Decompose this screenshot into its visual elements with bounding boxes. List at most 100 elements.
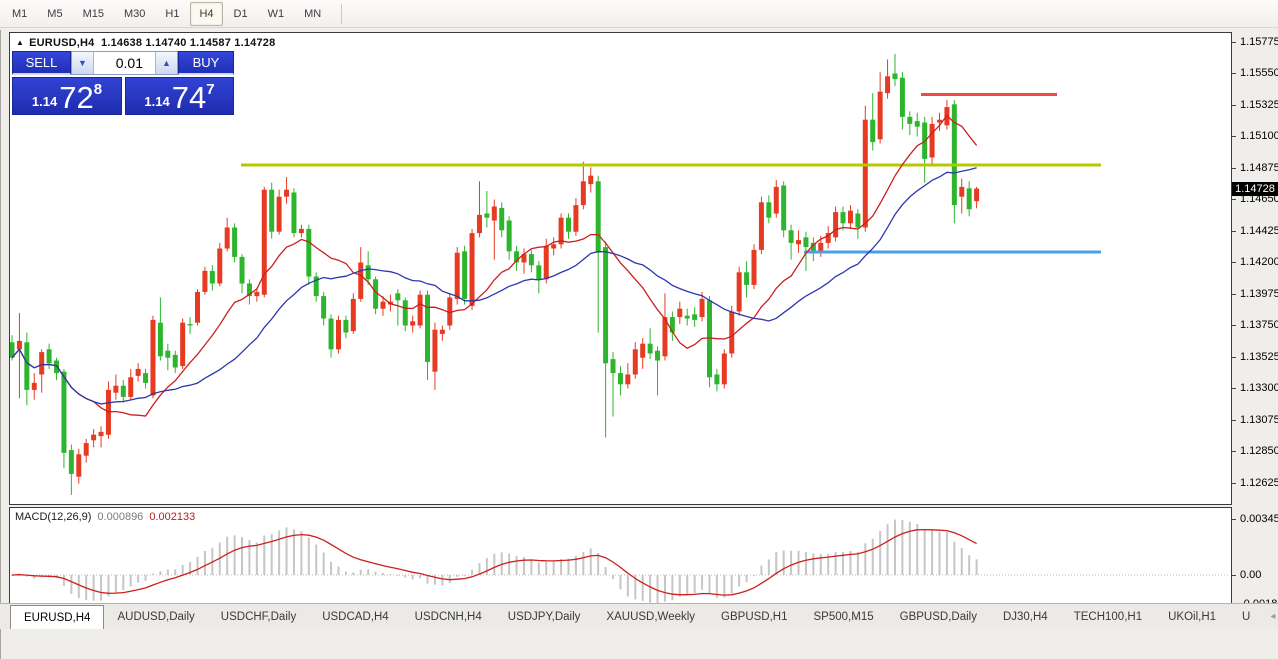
candlestick-series[interactable] xyxy=(10,53,980,495)
chart-ohlc-values: 1.14638 1.14740 1.14587 1.14728 xyxy=(101,37,276,49)
macd-bar xyxy=(478,563,481,575)
sell-price-point: 8 xyxy=(93,81,103,98)
sell-price-display[interactable]: 1.14 72 8 xyxy=(12,77,122,115)
candle-body xyxy=(647,343,653,354)
chart-tab-GBPUSD-H1[interactable]: GBPUSD,H1 xyxy=(721,610,788,623)
chart-tab-DJ30-H4[interactable]: DJ30,H4 xyxy=(1002,610,1048,623)
buy-price-point: 7 xyxy=(206,81,215,98)
macd-bar xyxy=(70,575,73,594)
chart-tab-SP500-M15[interactable]: SP500,M15 xyxy=(813,610,874,623)
macd-bar xyxy=(114,575,117,593)
tab-scroll-left-icon[interactable]: ◂ xyxy=(1270,611,1276,622)
macd-bar xyxy=(945,532,948,575)
candle-body xyxy=(684,315,690,319)
collapse-panel-icon[interactable]: ▲ xyxy=(16,38,25,47)
candle-body xyxy=(692,314,698,320)
volume-increase-button[interactable]: ▲ xyxy=(155,52,177,74)
candle-body xyxy=(766,202,772,218)
macd-bar xyxy=(827,553,830,575)
candle-body xyxy=(410,321,416,326)
candle-body xyxy=(914,121,920,127)
candle-body xyxy=(892,73,898,80)
macd-bar xyxy=(189,562,192,575)
candle-body xyxy=(840,212,846,224)
macd-bar xyxy=(901,520,904,575)
chart-tab-TECH100-H1[interactable]: TECH100,H1 xyxy=(1073,610,1143,623)
candle-body xyxy=(543,245,549,280)
price-axis-label: 1.13975 xyxy=(1240,287,1278,300)
candle-body xyxy=(358,262,364,299)
candle-body xyxy=(425,294,431,362)
timeframe-button-M5[interactable]: M5 xyxy=(47,7,63,20)
candle-body xyxy=(632,349,638,375)
macd-bar xyxy=(463,575,466,577)
macd-chart-canvas[interactable] xyxy=(10,508,1231,611)
candle-body xyxy=(61,371,67,453)
chart-tab-U[interactable]: U xyxy=(1242,610,1251,623)
sell-button[interactable]: SELL xyxy=(12,51,71,75)
chart-tab-USDCHF-Daily[interactable]: USDCHF,Daily xyxy=(220,610,297,623)
price-axis[interactable]: 1.15775 1.15550 1.15325 1.15100 1.14875 1.146… xyxy=(1232,30,1278,659)
candle-body xyxy=(343,319,349,333)
macd-indicator-pane[interactable]: MACD(12,26,9) 0.000896 0.002133 xyxy=(9,507,1232,612)
macd-bar xyxy=(812,553,815,575)
candle-body xyxy=(951,104,957,206)
timeframe-button-H1[interactable]: H1 xyxy=(165,7,180,20)
chart-tab-UKOil-H1[interactable]: UKOil,H1 xyxy=(1168,610,1217,623)
chart-tab-AUDUSD-Daily[interactable]: AUDUSD,Daily xyxy=(117,610,195,623)
chart-tab-USDCNH-H4[interactable]: USDCNH,H4 xyxy=(414,610,482,623)
timeframe-button-M30[interactable]: M30 xyxy=(123,7,146,20)
candle-body xyxy=(862,119,868,228)
macd-signal-value: 0.002133 xyxy=(149,511,196,523)
chart-tab-USDJPY-Daily[interactable]: USDJPY,Daily xyxy=(507,610,581,623)
macd-bar xyxy=(767,559,770,575)
volume-input[interactable]: 0.01 xyxy=(94,52,155,74)
price-axis-label: 1.14650 xyxy=(1240,193,1278,205)
candlestick-chart-canvas[interactable] xyxy=(10,33,1231,504)
chart-tab-GBPUSD-Daily[interactable]: GBPUSD,Daily xyxy=(899,610,977,623)
timeframe-button-MN[interactable]: MN xyxy=(304,7,322,20)
moving-average-slow-line[interactable] xyxy=(11,167,977,405)
price-axis-tick xyxy=(1232,356,1236,358)
macd-bar xyxy=(441,575,444,586)
candle-body xyxy=(284,189,290,197)
macd-bar xyxy=(723,575,726,598)
price-axis-label: 1.12850 xyxy=(1240,445,1278,457)
macd-bar xyxy=(686,575,689,595)
candle-body xyxy=(885,76,891,94)
volume-decrease-button[interactable]: ▼ xyxy=(72,52,94,74)
candle-body xyxy=(365,265,371,280)
timeframe-button-M1[interactable]: M1 xyxy=(12,7,28,20)
macd-bar xyxy=(893,519,896,575)
buy-button[interactable]: BUY xyxy=(178,51,234,75)
timeframe-button-H4[interactable]: H4 xyxy=(190,1,223,26)
macd-bar xyxy=(255,542,258,575)
price-axis-label: 1.15325 xyxy=(1240,98,1278,111)
chart-tab-XAUUSD-Weekly[interactable]: XAUUSD,Weekly xyxy=(606,610,696,623)
moving-average-fast-line[interactable] xyxy=(11,114,978,417)
candle-body xyxy=(714,374,720,385)
macd-bar xyxy=(426,575,429,584)
candle-body xyxy=(180,322,186,367)
candle-body xyxy=(588,175,594,185)
candle-body xyxy=(402,300,408,326)
tab-scroll-arrows: ◂ ▸ xyxy=(1263,604,1278,629)
main-chart-pane[interactable]: ▲ EURUSD,H4 1.14638 1.14740 1.14587 1.147… xyxy=(9,32,1232,505)
candle-body xyxy=(484,213,490,218)
candle-body xyxy=(491,206,497,221)
candle-body xyxy=(239,256,245,284)
macd-axis-tick xyxy=(1232,574,1236,576)
chart-tab-EURUSD-H4[interactable]: EURUSD,H4 xyxy=(10,605,105,629)
timeframe-button-W1[interactable]: W1 xyxy=(267,7,285,20)
chart-tab-USDCAD-H4[interactable]: USDCAD,H4 xyxy=(322,610,389,623)
macd-bar xyxy=(144,575,147,581)
macd-bar xyxy=(411,575,414,580)
price-axis-label: 1.15550 xyxy=(1240,67,1278,79)
timeframe-button-M15[interactable]: M15 xyxy=(82,7,104,20)
candle-body xyxy=(974,188,980,202)
timeframe-button-D1[interactable]: D1 xyxy=(233,7,248,20)
buy-price-display[interactable]: 1.14 74 7 xyxy=(125,77,234,115)
horizontal-level-lines[interactable] xyxy=(241,93,1101,254)
candle-body xyxy=(677,308,683,318)
